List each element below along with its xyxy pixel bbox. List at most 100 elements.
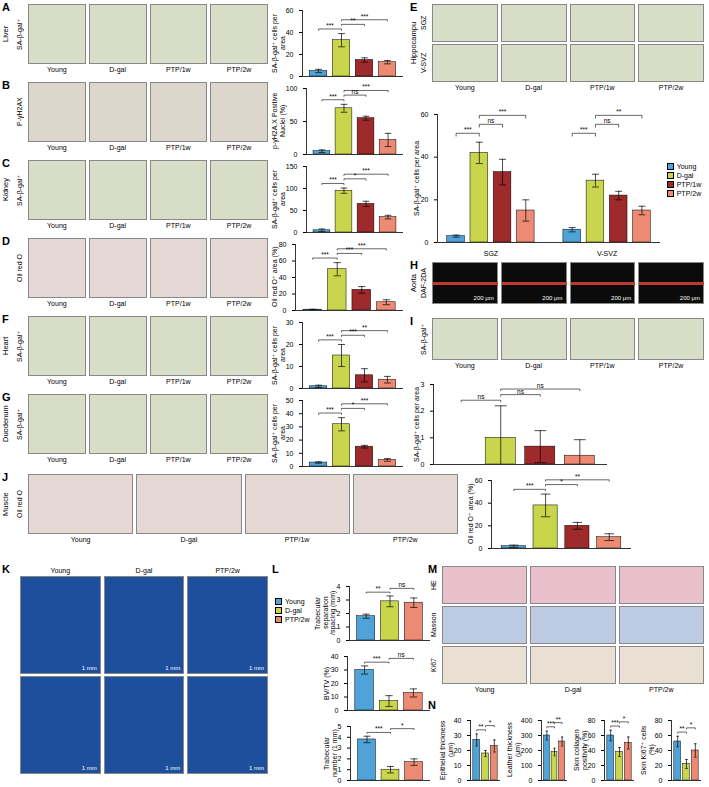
svg-text:40: 40 (278, 274, 286, 281)
svg-text:40: 40 (588, 747, 596, 754)
svg-text:0: 0 (294, 151, 298, 158)
svg-text:20: 20 (278, 290, 286, 297)
svg-text:ns: ns (603, 117, 611, 124)
svg-text:80: 80 (655, 717, 663, 724)
svg-text:1: 1 (336, 623, 340, 630)
svg-text:30: 30 (454, 732, 462, 739)
svg-text:2: 2 (338, 755, 342, 762)
svg-text:***: *** (363, 83, 371, 90)
svg-text:2: 2 (420, 407, 424, 414)
svg-text:0: 0 (338, 777, 342, 784)
svg-text:60: 60 (278, 257, 286, 264)
svg-text:10: 10 (286, 450, 294, 457)
svg-text:40: 40 (454, 717, 462, 724)
svg-text:4: 4 (336, 583, 340, 590)
svg-text:20: 20 (420, 196, 428, 203)
svg-text:ns: ns (517, 388, 525, 395)
svg-text:**: ** (616, 108, 622, 115)
svg-text:*: * (489, 719, 492, 726)
svg-text:0: 0 (290, 385, 294, 392)
svg-text:ns: ns (537, 382, 545, 389)
svg-text:400: 400 (521, 717, 533, 724)
svg-text:0: 0 (478, 545, 482, 552)
svg-text:ns: ns (352, 88, 360, 95)
svg-text:20: 20 (286, 436, 294, 443)
svg-text:30: 30 (286, 319, 294, 326)
svg-text:***: *** (526, 482, 534, 489)
svg-text:**: ** (575, 473, 581, 480)
svg-text:*: * (623, 715, 626, 722)
svg-text:***: *** (350, 328, 358, 335)
svg-text:60: 60 (588, 732, 596, 739)
svg-text:10: 10 (286, 363, 294, 370)
svg-text:***: *** (327, 333, 335, 340)
svg-text:20: 20 (286, 341, 294, 348)
svg-text:10: 10 (330, 693, 338, 700)
svg-text:***: *** (547, 720, 555, 727)
svg-text:40: 40 (330, 653, 338, 660)
svg-text:0: 0 (282, 307, 286, 314)
svg-text:***: *** (321, 251, 329, 258)
svg-text:**: ** (556, 716, 562, 723)
svg-text:***: *** (330, 176, 338, 183)
svg-text:***: *** (361, 397, 369, 404)
svg-text:***: *** (330, 93, 338, 100)
svg-text:***: *** (327, 22, 335, 29)
svg-text:SGZ: SGZ (483, 250, 498, 257)
svg-text:0: 0 (290, 463, 294, 470)
svg-text:***: *** (327, 406, 335, 413)
svg-text:ns: ns (398, 581, 406, 588)
svg-text:***: *** (373, 655, 381, 662)
svg-text:60: 60 (420, 111, 428, 118)
svg-text:**: ** (680, 725, 686, 732)
svg-text:***: *** (363, 167, 371, 174)
svg-text:*: * (352, 401, 355, 408)
svg-text:40: 40 (655, 747, 663, 754)
svg-text:***: *** (498, 108, 506, 115)
svg-text:***: *** (361, 13, 369, 20)
svg-text:20: 20 (588, 762, 596, 769)
svg-text:***: *** (358, 242, 366, 249)
svg-text:30: 30 (330, 666, 338, 673)
svg-text:0: 0 (290, 73, 294, 80)
svg-text:0: 0 (529, 777, 533, 784)
svg-text:**: ** (351, 17, 357, 24)
svg-text:50: 50 (290, 118, 298, 125)
svg-text:***: *** (612, 719, 620, 726)
svg-text:50: 50 (286, 397, 294, 404)
svg-text:60: 60 (474, 477, 482, 484)
svg-text:2: 2 (336, 610, 340, 617)
svg-text:60: 60 (655, 732, 663, 739)
svg-text:***: *** (345, 246, 353, 253)
svg-text:*: * (690, 721, 693, 728)
svg-text:**: ** (479, 723, 485, 730)
svg-text:4: 4 (338, 734, 342, 741)
svg-text:60: 60 (286, 7, 294, 14)
svg-text:3: 3 (420, 381, 424, 388)
svg-text:20: 20 (330, 680, 338, 687)
svg-text:0: 0 (659, 777, 663, 784)
svg-text:**: ** (362, 324, 368, 331)
svg-text:***: *** (375, 725, 383, 732)
svg-text:20: 20 (474, 522, 482, 529)
svg-text:0: 0 (592, 777, 596, 784)
svg-text:0: 0 (420, 461, 424, 468)
svg-text:*: * (401, 722, 404, 729)
svg-text:1: 1 (420, 434, 424, 441)
svg-text:50: 50 (290, 207, 298, 214)
svg-text:40: 40 (420, 153, 428, 160)
svg-text:20: 20 (454, 747, 462, 754)
svg-text:20: 20 (286, 51, 294, 58)
svg-text:80: 80 (588, 717, 596, 724)
svg-text:ns: ns (487, 117, 495, 124)
svg-text:100: 100 (286, 185, 298, 192)
svg-text:10: 10 (454, 762, 462, 769)
svg-text:40: 40 (286, 410, 294, 417)
svg-text:*: * (354, 172, 357, 179)
svg-text:200: 200 (521, 747, 533, 754)
svg-text:80: 80 (278, 241, 286, 248)
svg-text:5: 5 (338, 723, 342, 730)
svg-text:100: 100 (286, 85, 298, 92)
svg-text:ns: ns (397, 651, 405, 658)
svg-text:ns: ns (477, 393, 485, 400)
